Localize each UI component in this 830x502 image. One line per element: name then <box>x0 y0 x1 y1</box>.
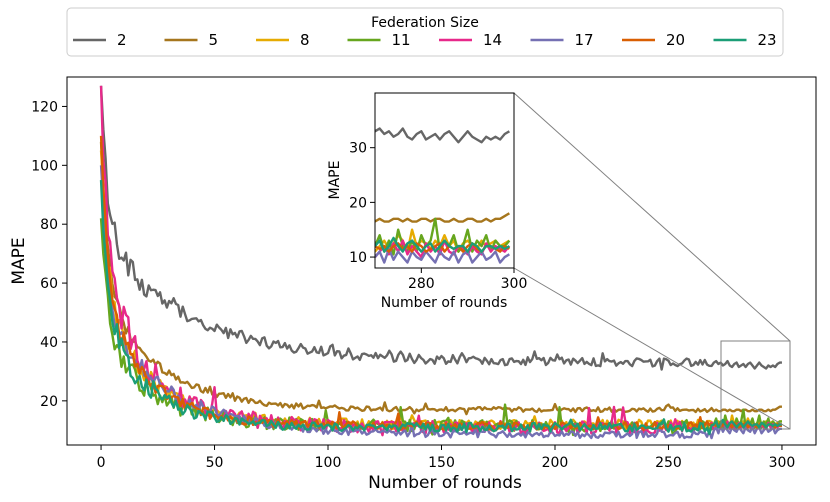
inset-y-tick-label: 10 <box>349 250 367 266</box>
zoom-connector-bottom <box>513 267 791 430</box>
legend-label-5: 5 <box>209 31 219 49</box>
x-tick-label: 150 <box>428 455 455 471</box>
series-line-2 <box>99 85 782 371</box>
legend-title: Federation Size <box>371 15 479 31</box>
inset-plot-background <box>375 93 514 268</box>
y-tick-label: 60 <box>40 276 58 292</box>
legend-label-14: 14 <box>483 31 502 49</box>
zoom-region-box <box>720 340 791 430</box>
legend-label-17: 17 <box>575 31 594 49</box>
inset-series-line-2 <box>375 127 510 144</box>
inset-x-axis-ticks: 280 300 <box>408 268 527 292</box>
main-plot: 0 50 100 150 200 250 300 20 40 60 80 100 120 Number… <box>9 76 817 493</box>
inset-series-line-17 <box>375 247 510 264</box>
legend-label-8: 8 <box>300 31 310 49</box>
zoom-connector-top <box>513 92 791 342</box>
legend-box <box>66 7 784 57</box>
y-tick-label: 100 <box>31 158 58 174</box>
inset-series-group <box>375 127 511 264</box>
x-axis-ticks: 0 50 100 150 200 250 300 <box>97 445 796 471</box>
inset-plot: 280 300 10 20 30 Number of rounds MAPE <box>327 92 527 311</box>
y-axis-label: MAPE <box>9 237 29 284</box>
x-tick-label: 50 <box>206 455 224 471</box>
inset-y-axis-ticks: 10 20 30 <box>349 141 375 266</box>
x-tick-label: 250 <box>655 455 682 471</box>
inset-series-line-23 <box>375 236 510 253</box>
x-tick-label: 200 <box>542 455 569 471</box>
legend-label-23: 23 <box>758 31 777 49</box>
x-axis-label: Number of rounds <box>368 473 522 493</box>
legend: Federation Size 2 5 8 11 14 17 20 23 <box>66 7 784 57</box>
inset-y-tick-label: 30 <box>349 141 367 157</box>
inset-series-line-5 <box>375 212 510 223</box>
inset-y-tick-label: 20 <box>349 195 367 211</box>
main-series-group <box>99 85 782 440</box>
legend-label-20: 20 <box>666 31 685 49</box>
legend-label-11: 11 <box>392 31 411 49</box>
y-tick-label: 40 <box>40 335 58 351</box>
y-tick-label: 80 <box>40 217 58 233</box>
series-line-23 <box>99 179 782 436</box>
y-tick-label: 120 <box>31 99 58 115</box>
y-axis-ticks: 20 40 60 80 100 120 <box>31 99 67 410</box>
y-tick-label: 20 <box>40 394 58 410</box>
legend-items: 2 5 8 11 14 17 20 23 <box>73 31 777 49</box>
zoom-indicator <box>513 92 791 430</box>
x-tick-label: 100 <box>315 455 342 471</box>
inset-x-tick-label: 280 <box>408 276 435 292</box>
legend-label-2: 2 <box>117 31 127 49</box>
x-tick-label: 300 <box>769 455 796 471</box>
inset-x-tick-label: 300 <box>501 276 528 292</box>
x-tick-label: 0 <box>97 455 106 471</box>
inset-x-axis-label: Number of rounds <box>381 295 508 311</box>
series-line-17 <box>99 165 782 440</box>
inset-y-axis-label: MAPE <box>327 161 343 200</box>
inset-plot-frame <box>374 92 515 269</box>
